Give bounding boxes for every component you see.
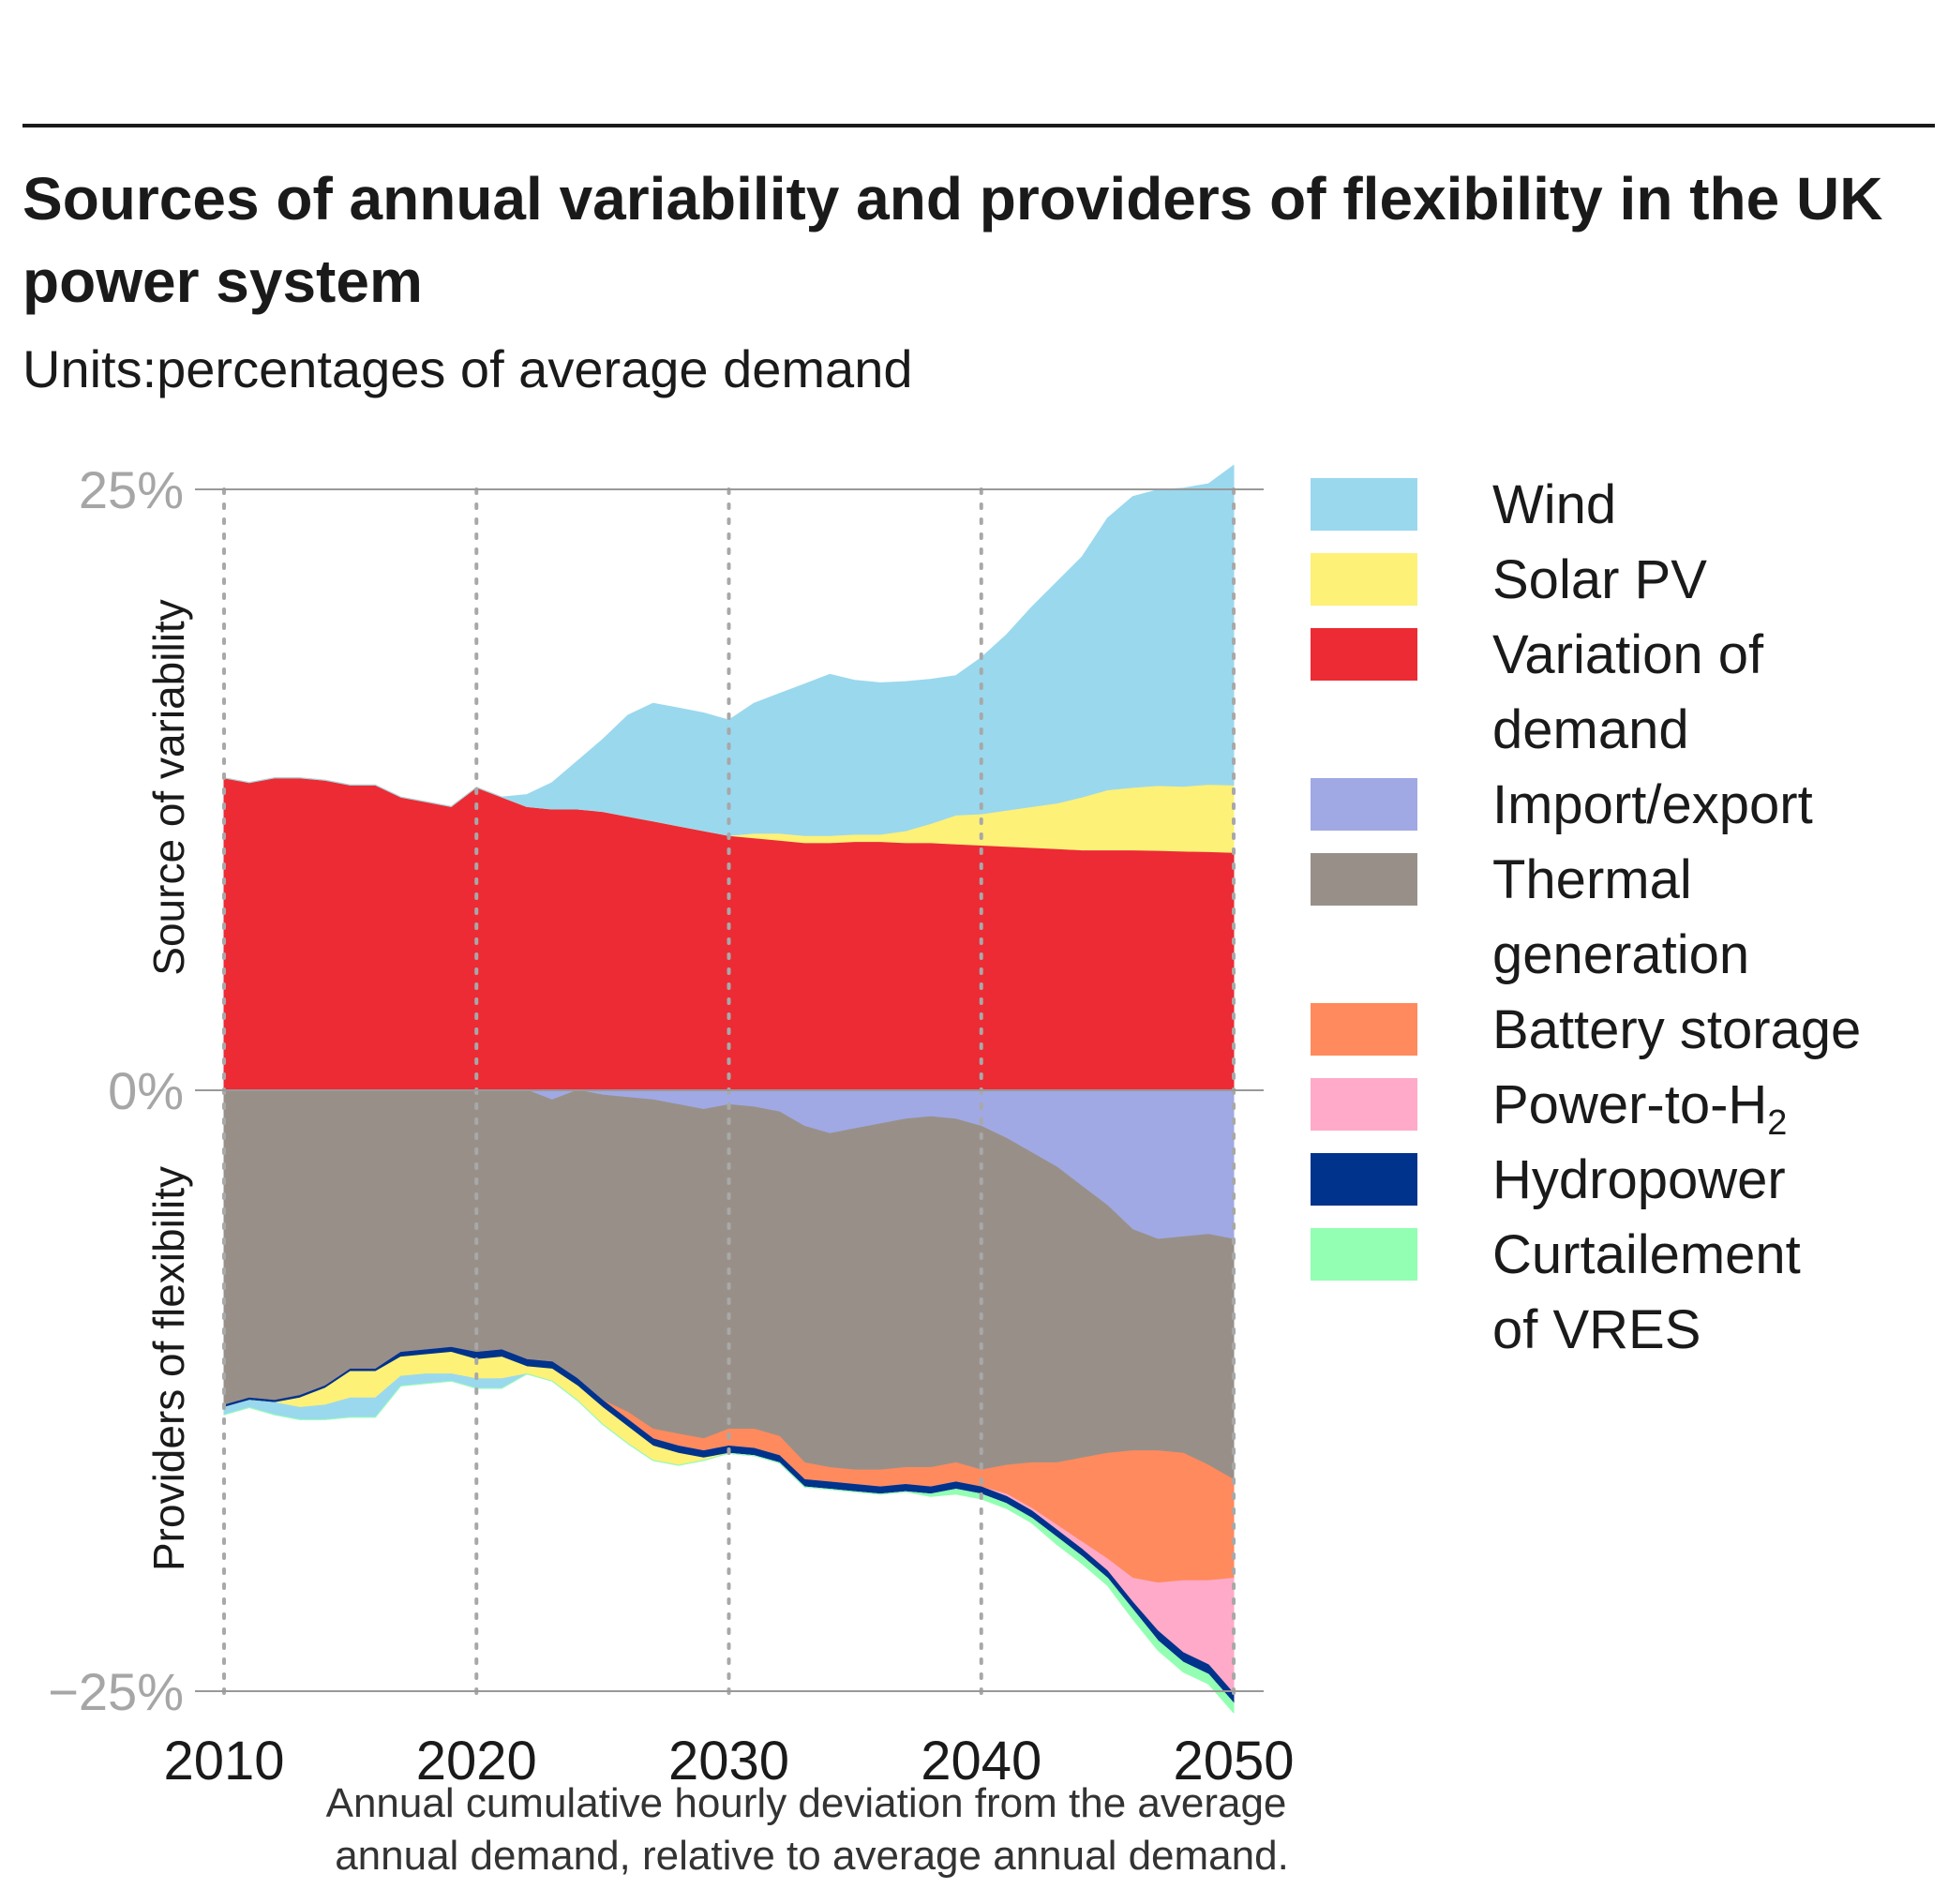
legend-label-curtail-line-2: of VRES — [1492, 1299, 1701, 1360]
flexibility-area-curtailement-of-vres — [223, 1373, 1235, 1714]
legend-label-h2: Power-to-H2 — [1492, 1074, 1787, 1143]
x-tick-label-2020: 2020 — [416, 1731, 537, 1792]
legend-label-demand-line-2: demand — [1492, 699, 1689, 760]
grid-lines — [222, 487, 1236, 1699]
y-label-providers-of-flexibility: Providers of flexibility — [144, 1166, 193, 1571]
legend: Wind Solar PV Variation of demand Import/exp… — [1311, 474, 1861, 1360]
legend-swatch-wind — [1311, 478, 1417, 531]
legend-swatch-demand — [1311, 628, 1417, 681]
legend-label-hydro: Hydropower — [1492, 1149, 1786, 1210]
legend-label-thermal: Thermal — [1492, 849, 1692, 910]
legend-swatch-import — [1311, 778, 1417, 831]
x-tick-label-2040: 2040 — [921, 1731, 1041, 1792]
legend-swatch-h2 — [1311, 1078, 1417, 1131]
chart-title: Sources of annual variability and provid… — [22, 165, 1883, 315]
x-tick-label-2030: 2030 — [668, 1731, 789, 1792]
legend-label-h2-subscript: 2 — [1767, 1103, 1787, 1143]
legend-label-import: Import/export — [1492, 774, 1813, 835]
legend-swatch-hydro — [1311, 1153, 1417, 1206]
x-label-line-2: annual demand, relative to average annua… — [335, 1833, 1289, 1879]
legend-label-solar: Solar PV — [1492, 549, 1707, 610]
x-tick-label-2050: 2050 — [1173, 1731, 1294, 1792]
legend-label-wind: Wind — [1492, 474, 1616, 535]
y-tick-label-25: 25% — [79, 460, 184, 519]
legend-swatch-curtail — [1311, 1228, 1417, 1281]
legend-swatch-solar — [1311, 553, 1417, 606]
y-tick-label-25: −25% — [48, 1662, 184, 1721]
legend-swatch-battery — [1311, 1003, 1417, 1056]
legend-label-battery: Battery storage — [1492, 999, 1861, 1060]
legend-swatch-thermal — [1311, 853, 1417, 906]
y-label-source-of-variability: Source of variability — [144, 599, 193, 975]
x-axis: 2010 2020 2030 2040 2050 — [163, 1731, 1294, 1792]
legend-label-curtail: Curtailement — [1492, 1224, 1801, 1285]
x-tick-label-2010: 2010 — [163, 1731, 284, 1792]
y-tick-label-0: 0% — [108, 1061, 184, 1120]
legend-label-thermal-line-2: generation — [1492, 924, 1749, 985]
top-rule — [22, 124, 1935, 127]
legend-label-demand: Variation of — [1492, 624, 1764, 685]
y-axis: 25% 0% −25% — [48, 460, 1264, 1721]
x-label-line-1: Annual cumulative hourly deviation from … — [326, 1780, 1287, 1826]
chart-subtitle: Units:percentages of average demand — [22, 339, 913, 398]
